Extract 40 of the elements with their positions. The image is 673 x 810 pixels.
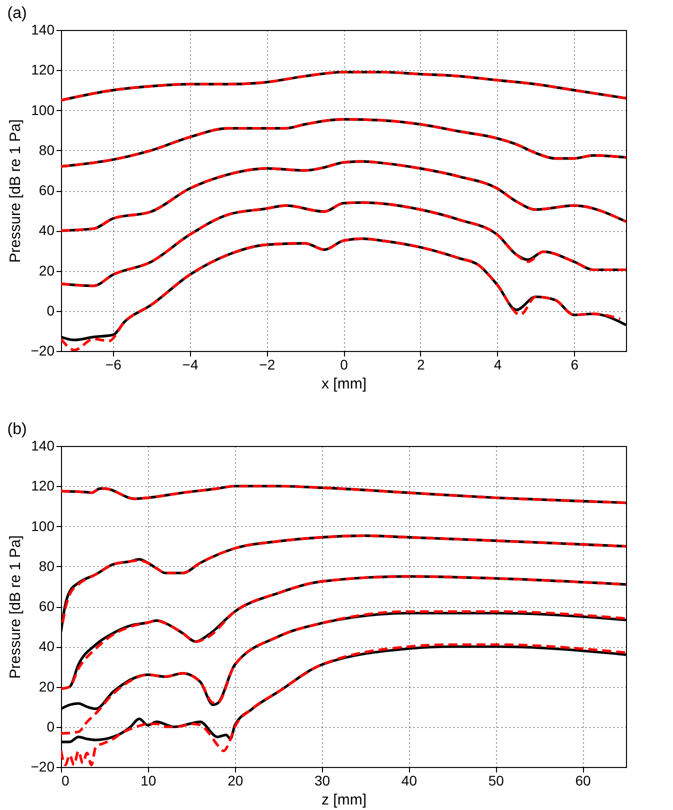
y-axis-title: Pressure [dB re 1 Pa]: [6, 535, 24, 679]
x-axis-title: x [mm]: [322, 376, 366, 392]
text: (b): [7, 421, 27, 438]
x-tick-label: 6: [570, 356, 579, 372]
y-tick-label: 20: [38, 262, 55, 278]
y-tick-label: 60: [38, 182, 55, 198]
y-tick-label: 40: [38, 638, 55, 654]
line-series: [61, 643, 626, 766]
y-tick-label: 140: [31, 22, 55, 38]
y-tick-label: 0: [46, 718, 55, 734]
x-tick-label: −2: [259, 356, 276, 372]
x-tick-label: 50: [488, 772, 504, 788]
x-tick-label: −6: [105, 356, 122, 372]
x-tick-label: 20: [228, 772, 244, 788]
x-tick-label: 0: [62, 772, 70, 788]
x-tick-label: −4: [182, 356, 198, 372]
y-axis-title: Pressure [dB re 1 Pa]: [6, 119, 24, 263]
x-tick-label: 60: [575, 772, 592, 788]
y-tick-label: 100: [31, 102, 55, 118]
x-tick-label: 10: [140, 772, 156, 788]
line-series: [61, 610, 626, 735]
x-tick-label: 4: [494, 356, 502, 372]
y-tick-label: 140: [31, 438, 55, 454]
y-tick-label: 20: [38, 678, 55, 694]
y-tick-label: 120: [31, 478, 55, 494]
y-tick-label: 80: [38, 558, 55, 574]
x-tick-label: 2: [416, 356, 425, 372]
x-axis-title: z [mm]: [322, 792, 366, 808]
y-tick-label: 80: [38, 142, 55, 158]
y-tick-label: 60: [38, 598, 55, 614]
y-tick-label: 0: [46, 302, 55, 318]
y-tick-label: −20: [30, 342, 55, 358]
x-tick-label: 30: [314, 772, 330, 788]
y-tick-label: −20: [30, 758, 55, 774]
y-tick-label: 100: [31, 518, 55, 534]
x-tick-label: 0: [340, 356, 348, 372]
y-tick-label: 40: [38, 222, 55, 238]
text: (a): [7, 5, 27, 22]
y-tick-label: 120: [31, 62, 55, 78]
x-tick-label: 40: [401, 772, 418, 788]
